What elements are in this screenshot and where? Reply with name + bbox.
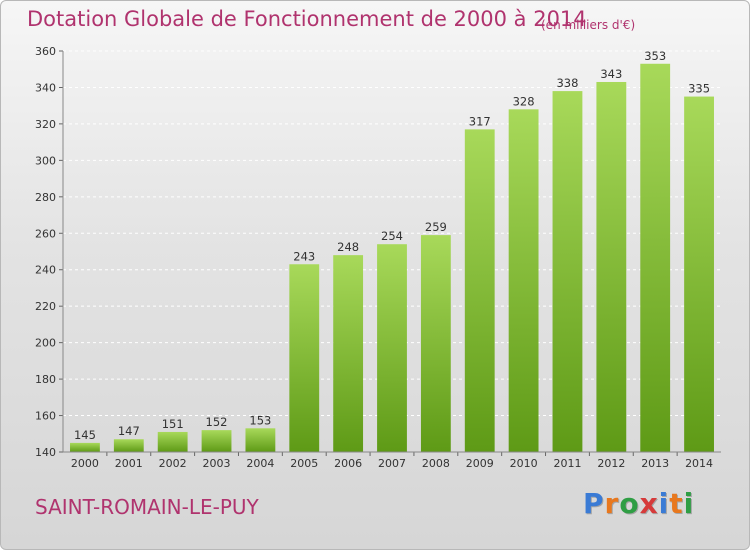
x-tick-label: 2007 (378, 457, 406, 470)
x-tick-label: 2009 (466, 457, 494, 470)
bar (684, 96, 714, 453)
bar (70, 442, 100, 452)
y-tick-label: 140 (35, 446, 56, 459)
bar-value-label: 338 (556, 76, 578, 90)
x-tick-label: 2008 (422, 457, 450, 470)
chart-unit: (en milliers d'€) (541, 18, 636, 32)
x-tick-label: 2005 (290, 457, 318, 470)
y-tick-label: 220 (35, 300, 56, 313)
bar-value-label: 259 (425, 220, 447, 234)
chart-title: Dotation Globale de Fonctionnement de 20… (27, 7, 587, 31)
y-tick-label: 240 (35, 264, 56, 277)
logo-letter: o (619, 487, 640, 520)
y-tick-label: 160 (35, 410, 56, 423)
bar (464, 129, 495, 453)
logo-letter: t (669, 487, 684, 520)
data-labels: 145 147 151 152 153 243 248 254 259 317 328 338 343 3… (74, 49, 710, 442)
x-tick-label: 2010 (510, 457, 538, 470)
bar (201, 430, 232, 452)
bar-value-label: 145 (74, 428, 96, 442)
bar-value-label: 317 (469, 114, 491, 128)
x-tick-label: 2001 (115, 457, 143, 470)
bars (70, 63, 714, 453)
bar-value-label: 328 (513, 94, 535, 108)
x-axis: 2000 2001 2002 2003 2004 2005 2006 2007 2008 2009… (63, 451, 721, 470)
bar-value-label: 353 (644, 49, 666, 63)
bar-value-label: 248 (337, 240, 359, 254)
bar-value-label: 152 (206, 415, 228, 429)
x-tick-label: 2011 (553, 457, 581, 470)
bar (377, 244, 407, 452)
y-tick-label: 360 (35, 45, 56, 58)
x-tick-label: 2014 (685, 457, 713, 470)
bar-value-label: 147 (118, 424, 140, 438)
bar (420, 235, 451, 452)
bar (289, 264, 320, 452)
y-tick-label: 340 (35, 81, 56, 94)
y-tick-label: 180 (35, 373, 56, 386)
y-tick-label: 320 (35, 118, 56, 131)
bar-value-label: 243 (293, 249, 315, 263)
proxiti-logo: Proxiti (583, 487, 694, 520)
x-tick-label: 2000 (71, 457, 99, 470)
bar (640, 63, 671, 452)
logo-letter: x (639, 487, 659, 520)
logo-letter: i (658, 487, 670, 520)
y-tick-label: 300 (35, 154, 56, 167)
bar (245, 428, 276, 452)
bar-value-label: 335 (688, 82, 710, 96)
bar (333, 255, 364, 452)
bar (157, 431, 188, 452)
bar (552, 91, 583, 452)
y-tick-label: 280 (35, 191, 56, 204)
x-tick-label: 2002 (159, 457, 187, 470)
y-tick-label: 200 (35, 337, 56, 350)
bar (508, 109, 539, 452)
bar-value-label: 254 (381, 229, 403, 243)
bar-value-label: 343 (600, 67, 622, 81)
bar (596, 81, 627, 453)
bar-value-label: 153 (249, 413, 271, 427)
y-tick-label: 260 (35, 227, 56, 240)
logo-letter: P (583, 487, 605, 520)
x-tick-label: 2006 (334, 457, 362, 470)
x-tick-label: 2003 (203, 457, 231, 470)
logo-letter: i (683, 487, 695, 520)
commune-name: SAINT-ROMAIN-LE-PUY (35, 495, 259, 519)
x-tick-label: 2012 (597, 457, 625, 470)
x-tick-label: 2004 (246, 457, 274, 470)
x-tick-label: 2013 (641, 457, 669, 470)
y-axis: 140 160 180 200 220 240 260 280 300 320 340 360 (35, 45, 64, 459)
logo-letter: r (604, 487, 620, 520)
bar (113, 439, 144, 452)
bar-value-label: 151 (162, 417, 184, 431)
